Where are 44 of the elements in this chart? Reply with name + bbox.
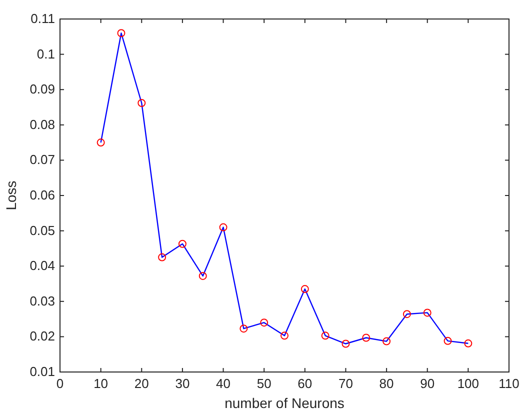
- y-tick-label: 0.02: [30, 328, 55, 344]
- y-tick-label: 0.06: [30, 188, 55, 202]
- point: [423, 308, 432, 317]
- y-tick-label: 0.07: [30, 152, 55, 168]
- point: [138, 99, 146, 108]
- point: [280, 332, 288, 340]
- x-tick-label: 0: [56, 376, 64, 391]
- point: [158, 253, 166, 262]
- x-tick-label: 100: [457, 376, 480, 391]
- point: [321, 332, 330, 340]
- point: [178, 240, 186, 248]
- x-axis-title: number of Neurons: [224, 395, 344, 411]
- x-tick-label: 20: [134, 376, 149, 391]
- point: [444, 336, 452, 345]
- y-tick-label: 0.08: [30, 116, 55, 132]
- y-tick-label: 0.03: [30, 293, 55, 308]
- x-tick-label: 60: [298, 376, 312, 391]
- y-axis-title: Loss: [3, 180, 19, 210]
- point: [198, 272, 207, 280]
- y-tick-label: 0.11: [30, 11, 55, 26]
- point: [219, 223, 228, 232]
- point: [382, 337, 391, 346]
- point: [362, 334, 370, 342]
- x-tick-label: 80: [379, 376, 394, 391]
- y-tick-label: 0.01: [30, 364, 55, 379]
- point: [300, 285, 309, 294]
- point: [240, 324, 248, 333]
- x-tick-label: 50: [256, 376, 272, 391]
- x-tick-label: 90: [420, 376, 435, 391]
- y-tick-label: 0.09: [30, 82, 55, 97]
- y-tick-label: 0.05: [30, 222, 55, 238]
- point: [464, 339, 472, 348]
- y-tick-label: 0.04: [30, 258, 55, 274]
- point: [260, 318, 268, 327]
- point: [402, 310, 411, 318]
- point: [117, 29, 126, 38]
- point: [342, 340, 350, 348]
- point: [96, 138, 105, 147]
- x-tick-label: 70: [338, 376, 353, 391]
- x-tick-label: 40: [216, 376, 231, 391]
- y-tick-label: 0.1: [36, 46, 55, 62]
- x-tick-label: 30: [175, 376, 190, 391]
- x-tick-label: 10: [94, 376, 108, 391]
- x-tick-label: 110: [498, 376, 520, 391]
